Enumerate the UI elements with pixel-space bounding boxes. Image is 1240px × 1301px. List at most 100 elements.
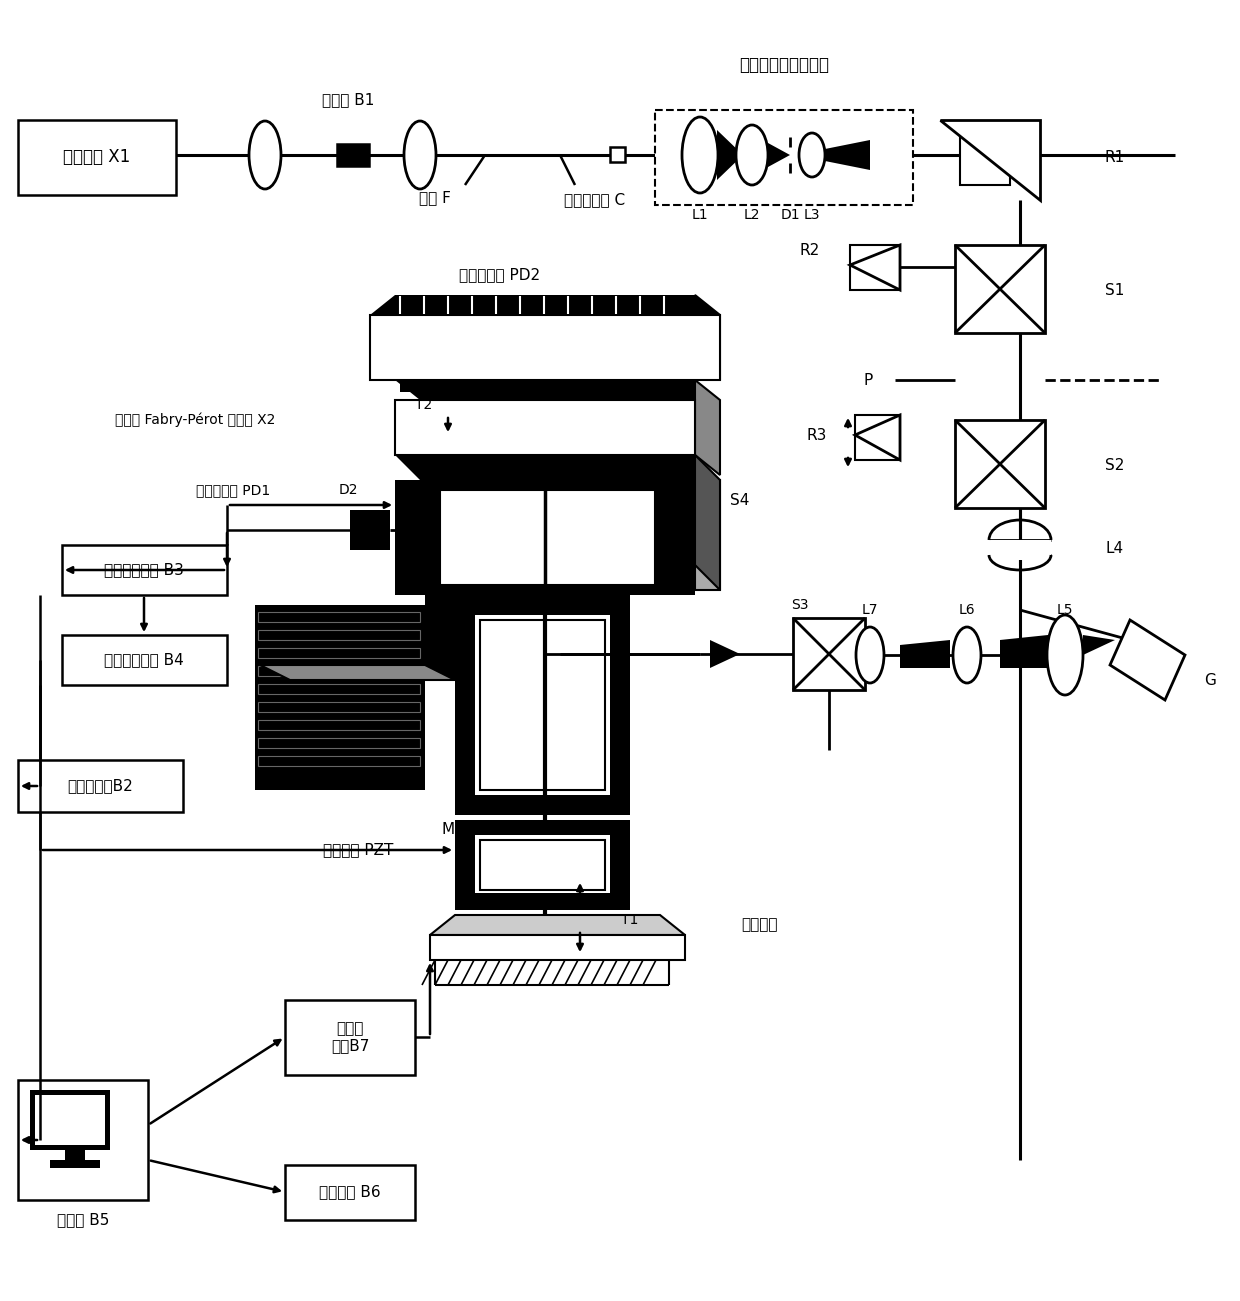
Bar <box>794 618 866 690</box>
Polygon shape <box>825 141 870 170</box>
Polygon shape <box>401 380 410 392</box>
Bar <box>50 1160 100 1168</box>
Polygon shape <box>940 120 1040 200</box>
Polygon shape <box>640 380 650 392</box>
Text: 宽带光源 X1: 宽带光源 X1 <box>63 148 130 167</box>
Polygon shape <box>528 380 538 392</box>
Bar <box>35 1095 105 1145</box>
Bar <box>960 137 1011 185</box>
Polygon shape <box>448 380 458 392</box>
Polygon shape <box>990 540 1052 559</box>
Polygon shape <box>1110 621 1185 700</box>
Text: 反馈控制电路 B4: 反馈控制电路 B4 <box>104 653 184 667</box>
Bar <box>258 611 420 622</box>
Bar <box>849 245 900 290</box>
Bar <box>285 1164 415 1220</box>
Bar <box>610 147 625 163</box>
Polygon shape <box>711 640 740 667</box>
Polygon shape <box>849 245 900 290</box>
Bar <box>475 615 610 795</box>
Text: S2: S2 <box>1105 458 1125 472</box>
Text: 可调谐 Fabry-Pérot 滤波器 X2: 可调谐 Fabry-Pérot 滤波器 X2 <box>114 412 275 427</box>
Polygon shape <box>370 295 720 315</box>
Polygon shape <box>694 295 720 380</box>
Text: 光束缩束及准直系统: 光束缩束及准直系统 <box>739 56 830 74</box>
Text: S3: S3 <box>791 598 808 611</box>
Bar <box>30 1090 110 1150</box>
Bar <box>62 635 227 686</box>
Bar <box>455 595 630 814</box>
Bar <box>475 835 610 892</box>
Text: G: G <box>1204 673 1216 687</box>
Polygon shape <box>591 380 601 392</box>
Polygon shape <box>544 380 554 392</box>
Polygon shape <box>430 935 684 960</box>
Text: R1: R1 <box>1105 150 1125 164</box>
Polygon shape <box>512 380 522 392</box>
Polygon shape <box>624 380 634 392</box>
Bar <box>655 111 913 206</box>
Ellipse shape <box>682 117 718 193</box>
Text: L6: L6 <box>959 602 976 617</box>
Polygon shape <box>560 380 570 392</box>
Bar <box>337 144 370 167</box>
Text: L2: L2 <box>744 208 760 222</box>
Bar <box>258 703 420 712</box>
Text: 光纤 F: 光纤 F <box>419 190 451 206</box>
Bar <box>258 738 420 748</box>
Bar <box>258 684 420 693</box>
Polygon shape <box>900 640 950 667</box>
Polygon shape <box>694 455 720 589</box>
Text: R3: R3 <box>807 428 827 442</box>
Text: L5: L5 <box>1056 602 1074 617</box>
Text: 结果输出 B6: 结果输出 B6 <box>319 1184 381 1200</box>
Ellipse shape <box>799 133 825 177</box>
Polygon shape <box>577 380 587 392</box>
Ellipse shape <box>1047 615 1083 695</box>
Text: T1: T1 <box>621 913 639 928</box>
Bar <box>955 420 1045 507</box>
Polygon shape <box>260 665 455 680</box>
Text: 平移台
驱动B7: 平移台 驱动B7 <box>331 1021 370 1054</box>
Bar <box>285 1000 415 1075</box>
Bar <box>258 630 420 640</box>
Text: 光纤连接头 C: 光纤连接头 C <box>564 193 625 207</box>
Text: 计算机 B5: 计算机 B5 <box>57 1213 109 1228</box>
Polygon shape <box>396 455 720 480</box>
Polygon shape <box>717 130 743 180</box>
Polygon shape <box>608 380 618 392</box>
Polygon shape <box>1083 635 1115 654</box>
Polygon shape <box>425 595 455 680</box>
Text: L4: L4 <box>1106 540 1125 556</box>
Bar <box>480 840 605 890</box>
Polygon shape <box>856 415 900 461</box>
Ellipse shape <box>856 627 884 683</box>
Text: L1: L1 <box>692 208 708 222</box>
Bar <box>455 820 630 909</box>
Text: 光电探测器 PD1: 光电探测器 PD1 <box>196 483 270 497</box>
Polygon shape <box>415 380 427 392</box>
Polygon shape <box>656 380 666 392</box>
Text: 数据采集卡B2: 数据采集卡B2 <box>67 778 133 794</box>
Polygon shape <box>768 143 790 167</box>
Bar <box>19 1080 148 1200</box>
Polygon shape <box>694 380 720 475</box>
Bar <box>440 490 655 585</box>
Bar <box>258 719 420 730</box>
Text: M: M <box>441 822 455 838</box>
Bar <box>258 756 420 766</box>
Polygon shape <box>396 399 694 455</box>
Bar <box>62 545 227 595</box>
Text: 被测表面: 被测表面 <box>742 917 779 933</box>
Bar <box>64 1150 86 1162</box>
Bar <box>856 415 900 461</box>
Bar <box>955 245 1045 333</box>
Text: D1: D1 <box>780 208 800 222</box>
Bar <box>350 510 391 550</box>
Text: 隔离器 B1: 隔离器 B1 <box>322 92 374 108</box>
Ellipse shape <box>249 121 281 189</box>
Bar <box>19 760 184 812</box>
Text: 面阵探测器 PD2: 面阵探测器 PD2 <box>460 268 541 282</box>
Text: R2: R2 <box>800 242 820 258</box>
Text: 压电陶瓷 PZT: 压电陶瓷 PZT <box>322 843 393 857</box>
